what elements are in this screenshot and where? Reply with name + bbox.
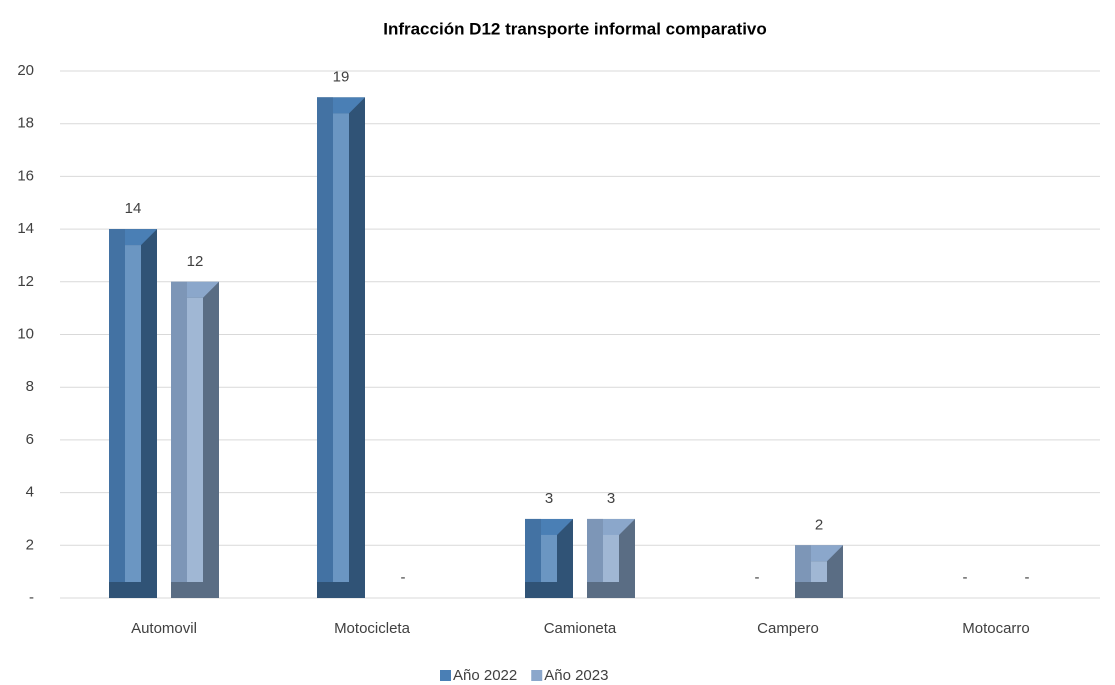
legend-label: Año 2023 — [544, 667, 608, 684]
y-tick-label: 16 — [17, 167, 34, 184]
y-tick-label: 2 — [26, 536, 34, 553]
y-tick-label: 4 — [26, 484, 34, 501]
y-tick-label: 10 — [17, 325, 34, 342]
y-tick-label: 14 — [17, 220, 34, 237]
x-tick-label: Camioneta — [544, 620, 617, 637]
data-label: 19 — [333, 68, 350, 85]
x-tick-label: Campero — [757, 620, 819, 637]
y-tick-label: 6 — [26, 431, 34, 448]
y-tick-label: 20 — [17, 62, 34, 79]
data-label: 12 — [187, 253, 204, 270]
x-tick-label: Motocicleta — [334, 620, 411, 637]
y-tick-label: 12 — [17, 273, 34, 290]
bar-face — [317, 97, 333, 582]
data-label: - — [401, 569, 406, 586]
data-label: - — [755, 569, 760, 586]
legend-label: Año 2022 — [453, 667, 517, 684]
bar-face — [795, 545, 811, 582]
x-tick-label: Automovil — [131, 620, 197, 637]
legend-swatch — [531, 670, 543, 681]
bar-inner — [811, 561, 827, 582]
bar-face — [525, 518, 541, 582]
y-tick-label: 8 — [26, 378, 34, 395]
bar-inner — [603, 534, 619, 582]
bar-face — [587, 518, 603, 582]
chart-title: Infracción D12 transporte informal compa… — [383, 19, 767, 38]
bar-face — [109, 229, 125, 582]
data-label: 3 — [545, 490, 553, 507]
bar-inner — [541, 534, 557, 582]
bar-face — [171, 281, 187, 582]
x-tick-label: Motocarro — [962, 620, 1030, 637]
bar-inner — [333, 113, 349, 582]
data-label: 2 — [815, 516, 823, 533]
data-label: 14 — [125, 200, 142, 217]
data-label: 3 — [607, 490, 615, 507]
bar-inner — [187, 297, 203, 582]
data-label: - — [963, 569, 968, 586]
data-label: - — [1025, 569, 1030, 586]
y-tick-label: 18 — [17, 115, 34, 132]
bar-inner — [125, 245, 141, 582]
legend-swatch — [440, 670, 451, 681]
y-tick-label: - — [29, 589, 34, 606]
